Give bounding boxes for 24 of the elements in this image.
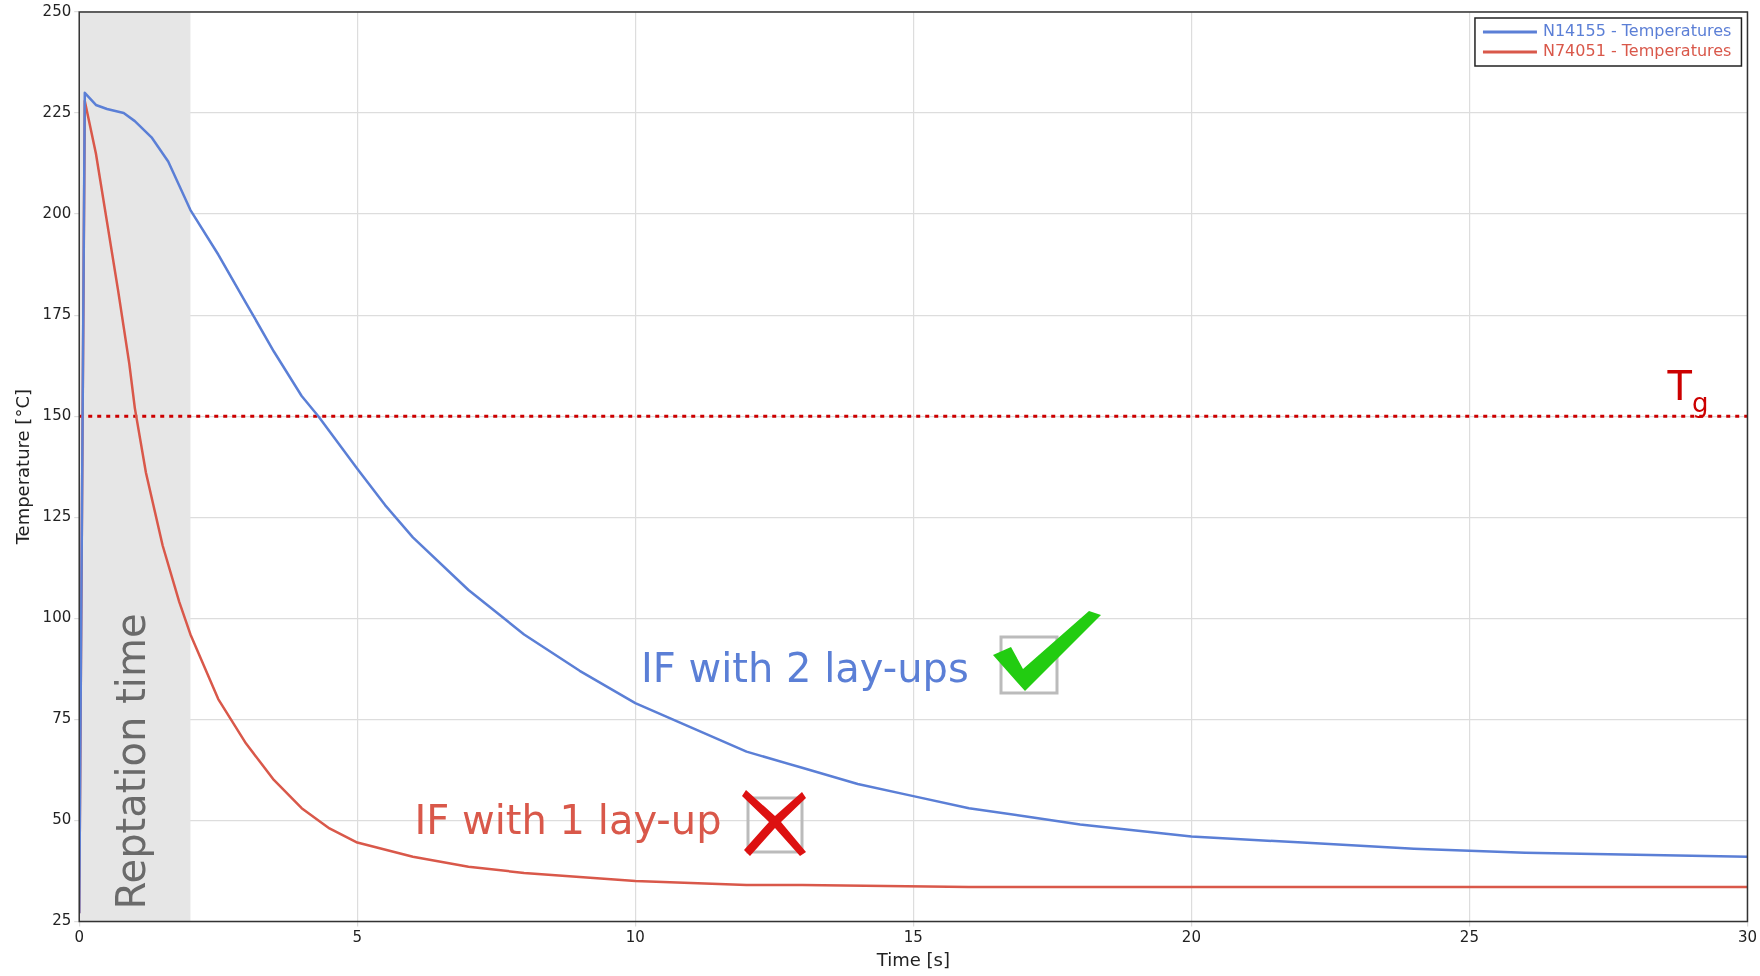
y-tick-label: 125 [42, 507, 72, 526]
y-tick-label: 250 [42, 1, 72, 20]
x-tick-label: 10 [625, 928, 645, 947]
y-tick-label: 200 [42, 203, 72, 222]
x-tick-label: 20 [1181, 928, 1201, 947]
y-tick-label: 100 [42, 608, 72, 627]
x-tick-label: 0 [74, 928, 84, 947]
x-tick-label: 15 [903, 928, 923, 947]
y-tick-label: 225 [42, 102, 72, 121]
y-tick-label: 175 [42, 305, 72, 324]
x-tick-label: 25 [1459, 928, 1479, 947]
annotation: IF with 2 lay-ups [640, 644, 969, 691]
band-label: Reptation time [108, 613, 155, 910]
y-tick-label: 50 [52, 810, 72, 829]
legend-label: N14155 - Temperatures [1542, 21, 1732, 41]
legend-label: N74051 - Temperatures [1542, 41, 1732, 61]
x-tick-label: 5 [352, 928, 363, 947]
annotation: IF with 1 lay-up [414, 797, 722, 844]
y-tick-label: 25 [52, 911, 72, 930]
x-tick-label: 30 [1737, 928, 1757, 947]
x-axis-title: Time [s] [875, 948, 950, 970]
y-tick-label: 75 [52, 709, 72, 728]
y-tick-label: 150 [42, 406, 72, 425]
y-axis-title: Temperature [°C] [12, 389, 34, 546]
